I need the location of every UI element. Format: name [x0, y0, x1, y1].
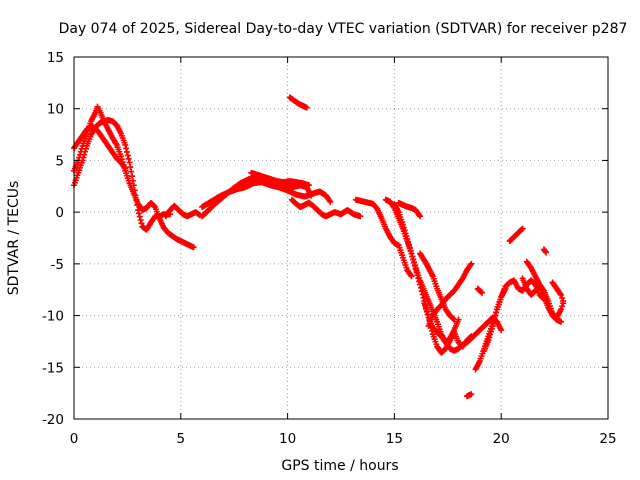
y-tick-label: 15: [47, 50, 64, 66]
x-tick-label: 0: [70, 431, 79, 447]
series-arc-o: [421, 300, 466, 354]
x-tick-label: 5: [177, 431, 186, 447]
plot-frame: [73, 56, 609, 420]
series-arc-d: [162, 202, 204, 220]
data-point-markers: [162, 202, 204, 220]
y-tick-label: 10: [47, 102, 64, 118]
data-point-markers: [425, 260, 475, 329]
axis-ticks: 0 5 10 15 20 25 -20 -15 -10 -5 0 5 10 15: [42, 50, 617, 447]
data-point-markers: [523, 258, 567, 321]
data-point-markers: [506, 225, 526, 245]
x-tick-label: 20: [493, 431, 510, 447]
data-points: [71, 94, 567, 400]
y-tick-label: -20: [42, 412, 64, 428]
data-point-markers: [288, 196, 364, 220]
y-tick-label: 5: [55, 153, 64, 169]
y-axis-label: SDTVAR / TECUs: [6, 181, 22, 296]
series-arc-x: [523, 258, 567, 321]
data-point-markers: [248, 169, 312, 189]
y-tick-label: -5: [51, 257, 64, 273]
series-arc-l: [352, 196, 415, 280]
data-point-markers: [464, 314, 505, 346]
data-point-markers: [286, 94, 310, 111]
x-tick-label: 10: [279, 431, 296, 447]
series-arc-z: [549, 279, 567, 305]
series-arc-p: [425, 260, 475, 329]
x-axis-label: GPS time / hours: [281, 458, 398, 474]
data-point-markers: [352, 196, 415, 280]
data-point-markers: [540, 246, 550, 256]
data-point-markers: [549, 279, 567, 305]
series-arc-g: [248, 169, 312, 189]
series-arc-m: [395, 199, 424, 220]
chart-title: Day 074 of 2025, Sidereal Day-to-day VTE…: [59, 21, 628, 37]
data-point-markers: [395, 199, 424, 220]
series-arc-i: [288, 196, 364, 220]
x-tick-label: 15: [386, 431, 403, 447]
y-tick-label: -15: [42, 360, 64, 376]
y-tick-label: -10: [42, 309, 64, 325]
data-point-markers: [474, 285, 485, 296]
x-tick-label: 25: [599, 431, 616, 447]
series-arc-v: [506, 225, 526, 245]
data-point-markers: [382, 196, 462, 346]
series-arc-h: [286, 94, 310, 111]
series-arc-f: [199, 179, 334, 210]
series-arc-j: [382, 196, 462, 346]
data-point-markers: [421, 300, 466, 354]
y-tick-label: 0: [55, 205, 64, 221]
series-arc-t: [464, 314, 505, 346]
grid-lines: [74, 57, 608, 419]
data-point-markers: [464, 391, 475, 400]
series-arc-y: [540, 246, 550, 256]
data-point-markers: [199, 179, 334, 210]
series-arc-r: [464, 391, 475, 400]
series-arc-q: [474, 285, 485, 296]
